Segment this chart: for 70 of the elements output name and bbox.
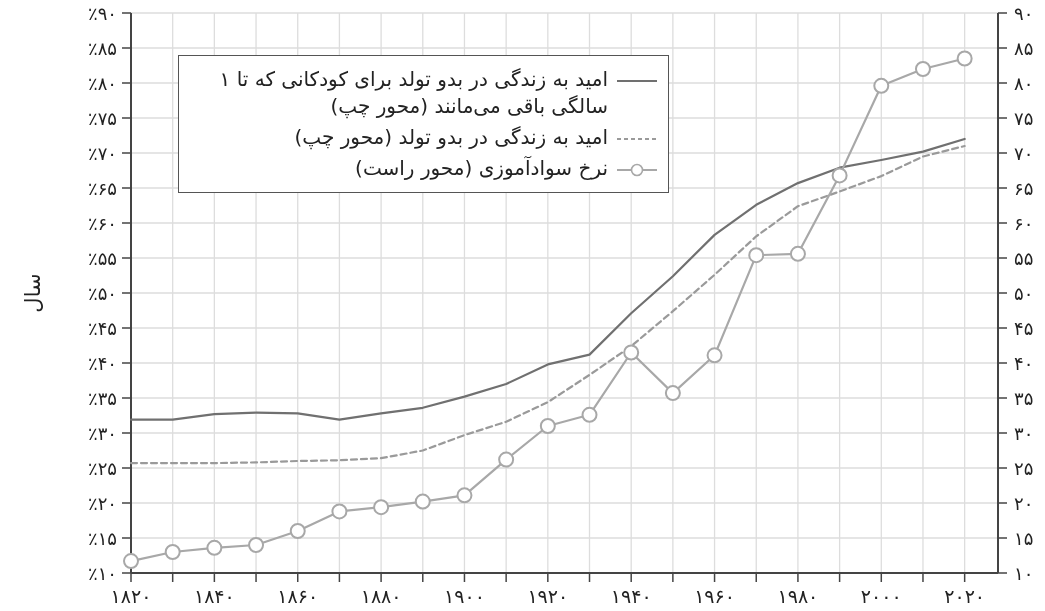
y-tick-label: ٪۴۵ bbox=[87, 318, 117, 339]
point bbox=[248, 537, 265, 553]
legend-label: امید به زندگی در بدو تولد برای کودکانی که تا ۱ سالگی باقی می‌مانند (محور چپ) bbox=[218, 66, 608, 120]
y-tick-label: ٪۵۰ bbox=[87, 283, 117, 304]
y2-tick-label: ۸۵ bbox=[1014, 38, 1034, 59]
point bbox=[498, 451, 515, 468]
point bbox=[581, 406, 598, 423]
y-tick-label: ٪۸۰ bbox=[87, 73, 117, 94]
y2-tick-label: ۱۰ bbox=[1014, 563, 1034, 584]
y-tick-label: ٪۹۰ bbox=[87, 3, 117, 24]
x-tick-label: ۱۹۸۰ bbox=[777, 585, 819, 607]
y-axis-title: سال bbox=[21, 273, 45, 313]
y-tick-label: ٪۴۰ bbox=[87, 353, 117, 374]
y2-tick-label: ۵۰ bbox=[1014, 283, 1034, 304]
point bbox=[831, 167, 848, 184]
point bbox=[706, 347, 723, 364]
y-tick-label: ٪۱۵ bbox=[87, 528, 117, 549]
y2-tick-label: ۸۰ bbox=[1014, 73, 1034, 94]
point bbox=[123, 553, 139, 570]
y2-tick-label: ۷۰ bbox=[1014, 143, 1034, 164]
legend-label: امید به زندگی در بدو تولد (محور چپ) bbox=[294, 124, 608, 151]
x-tick-label: ۱۸۸۰ bbox=[360, 585, 402, 607]
point bbox=[414, 493, 431, 510]
point bbox=[956, 50, 973, 67]
y2-tick-label: ۴۵ bbox=[1014, 318, 1034, 339]
point bbox=[289, 523, 306, 539]
x-tick-label: ۱۸۲۰ bbox=[110, 585, 152, 607]
point bbox=[873, 77, 890, 94]
y-tick-label: ٪۷۵ bbox=[87, 108, 117, 129]
point bbox=[164, 544, 181, 560]
y2-tick-label: ۲۵ bbox=[1014, 458, 1034, 479]
y-tick-label: ٪۶۰ bbox=[87, 213, 117, 234]
y-tick-label: ٪۷۰ bbox=[87, 143, 117, 164]
y2-tick-label: ۳۰ bbox=[1014, 423, 1034, 444]
x-tick-label: ۲۰۰۰ bbox=[860, 585, 902, 607]
x-tick-label: ۱۹۰۰ bbox=[444, 585, 485, 607]
y-tick-label: ٪۲۰ bbox=[87, 493, 117, 514]
y-tick-label: ٪۶۵ bbox=[87, 178, 117, 199]
point bbox=[623, 344, 640, 361]
y-tick-label: ٪۸۵ bbox=[87, 38, 117, 59]
y2-tick-label: ۱۵ bbox=[1014, 528, 1034, 549]
point bbox=[748, 247, 765, 264]
y-tick-label: ٪۲۵ bbox=[87, 458, 117, 479]
x-tick-label: ۱۸۴۰ bbox=[193, 585, 235, 607]
point bbox=[373, 499, 390, 516]
y2-tick-label: ۳۵ bbox=[1014, 388, 1034, 409]
y2-tick-label: ۶۰ bbox=[1014, 213, 1034, 234]
point bbox=[664, 385, 681, 402]
y-tick-label: ٪۵۵ bbox=[87, 248, 117, 269]
point bbox=[456, 487, 473, 504]
x-tick-label: ۱۹۶۰ bbox=[694, 585, 735, 607]
x-tick-label: ۱۹۴۰ bbox=[610, 585, 652, 607]
y-tick-label: ٪۱۰ bbox=[87, 563, 117, 584]
y2-tick-label: ۶۵ bbox=[1014, 178, 1034, 199]
legend-label: نرخ سوادآموزی (محور راست) bbox=[355, 155, 608, 182]
point bbox=[914, 61, 931, 77]
y-tick-label: ٪۳۰ bbox=[87, 423, 117, 444]
point bbox=[539, 418, 556, 434]
y2-tick-label: ۷۵ bbox=[1014, 108, 1034, 129]
point bbox=[206, 539, 223, 556]
y2-tick-label: ۴۰ bbox=[1014, 353, 1034, 374]
y2-tick-label: ۵۵ bbox=[1014, 248, 1034, 269]
point bbox=[789, 245, 806, 262]
x-tick-label: ۲۰۲۰ bbox=[944, 585, 986, 607]
x-tick-label: ۱۸۶۰ bbox=[277, 585, 319, 607]
y-tick-label: ٪۳۵ bbox=[87, 388, 117, 409]
y2-tick-label: ۹۰ bbox=[1014, 3, 1034, 24]
x-tick-label: ۱۹۲۰ bbox=[527, 585, 569, 607]
point bbox=[331, 503, 348, 520]
y2-tick-label: ۲۰ bbox=[1014, 493, 1034, 514]
